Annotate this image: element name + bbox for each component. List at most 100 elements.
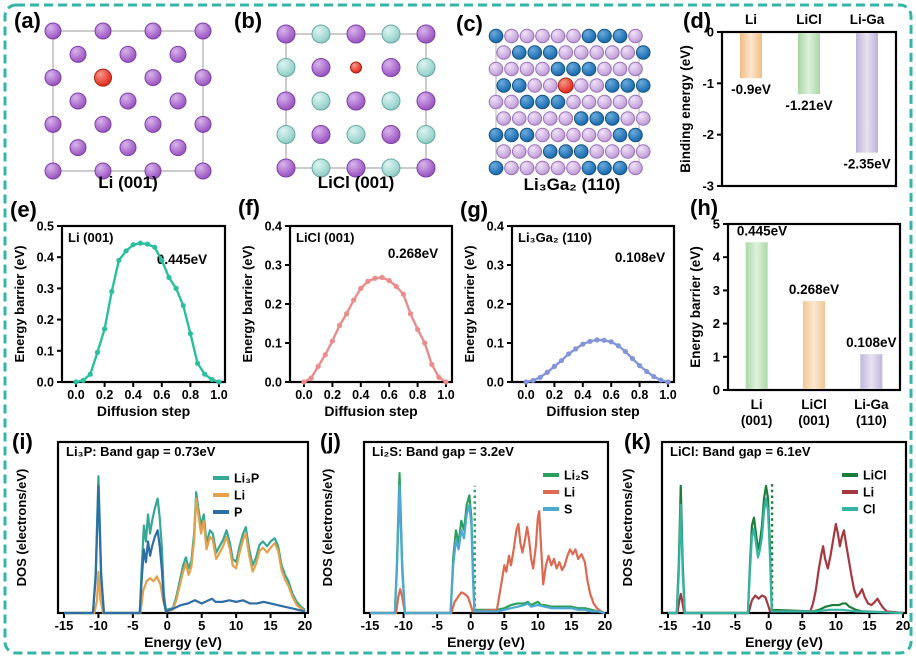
blue-atom xyxy=(612,160,628,176)
purple-atom xyxy=(346,91,366,111)
svg-text:0.0: 0.0 xyxy=(487,376,504,390)
purple-atom xyxy=(94,162,112,180)
svg-text:5: 5 xyxy=(713,217,720,232)
svg-text:0.2: 0.2 xyxy=(265,298,282,312)
svg-text:LiCl: LiCl xyxy=(801,397,827,412)
svg-text:Li₃P: Li₃P xyxy=(234,472,259,486)
lav-atom xyxy=(597,127,612,143)
svg-text:0.3: 0.3 xyxy=(265,259,282,273)
purple-atom xyxy=(381,58,401,77)
purple-atom xyxy=(44,69,62,87)
cyan-atom xyxy=(311,158,331,178)
blue-atom xyxy=(535,94,550,110)
blue-atom xyxy=(511,78,527,93)
lav-atom xyxy=(628,61,643,77)
svg-text:0.0: 0.0 xyxy=(517,388,534,402)
svg-text:0.108eV: 0.108eV xyxy=(846,335,896,350)
lav-atom xyxy=(504,61,519,77)
svg-text:Li-Ga: Li-Ga xyxy=(854,397,889,412)
svg-text:-2.35eV: -2.35eV xyxy=(843,157,890,172)
purple-atom xyxy=(144,22,162,40)
svg-text:0.1: 0.1 xyxy=(265,337,282,351)
svg-text:-15: -15 xyxy=(55,618,74,633)
svg-text:-1.21eV: -1.21eV xyxy=(785,98,832,113)
lav-atom xyxy=(581,94,597,110)
dos-curve-li xyxy=(370,510,606,615)
dos-chart-licl: -15 -10 -5 0 5 10 15 20 DOS (electrons/eV) Energy… xyxy=(620,440,910,650)
bar-li xyxy=(745,242,768,389)
svg-text:-10: -10 xyxy=(394,618,413,633)
purple-atom xyxy=(119,139,137,157)
lav-atom xyxy=(558,111,574,126)
lav-atom xyxy=(527,144,543,159)
red-atom xyxy=(350,61,362,74)
svg-text:0.3: 0.3 xyxy=(487,259,504,273)
svg-text:0.2: 0.2 xyxy=(324,388,341,402)
svg-text:0: 0 xyxy=(467,618,474,633)
purple-atom xyxy=(276,158,296,178)
blue-atom xyxy=(581,160,597,176)
lav-atom xyxy=(535,127,550,143)
lav-atom xyxy=(612,94,628,110)
svg-text:0: 0 xyxy=(713,383,720,398)
blue-atom xyxy=(542,144,558,159)
lav-atom xyxy=(504,28,519,44)
panel-label-b: (b) xyxy=(234,8,263,33)
dos-curve-li xyxy=(668,522,904,615)
svg-text:5: 5 xyxy=(501,618,508,633)
purple-atom xyxy=(194,162,212,180)
purple-atom xyxy=(119,45,137,63)
svg-text:0.4: 0.4 xyxy=(125,388,142,402)
red-atom xyxy=(557,77,574,94)
svg-text:0.108eV: 0.108eV xyxy=(615,250,665,265)
svg-text:Li₃P: Band gap = 0.73eV: Li₃P: Band gap = 0.73eV xyxy=(66,444,216,459)
blue-atom xyxy=(612,28,628,44)
svg-text:-2: -2 xyxy=(702,127,714,142)
blue-atom xyxy=(597,28,612,44)
caption-li3ga2-110: Li₃Ga₂ (110) xyxy=(523,175,621,194)
blue-atom xyxy=(558,144,574,159)
blue-atom xyxy=(597,160,612,176)
svg-text:10: 10 xyxy=(829,618,843,633)
svg-text:Energy barrier (eV): Energy barrier (eV) xyxy=(240,245,255,362)
purple-atom xyxy=(69,45,87,63)
purple-atom xyxy=(381,125,401,144)
lav-atom xyxy=(566,28,581,44)
purple-atom xyxy=(44,22,62,40)
purple-atom xyxy=(416,91,436,111)
blue-atom xyxy=(488,160,504,176)
lav-atom xyxy=(496,111,512,126)
dos-curve-s xyxy=(370,484,606,615)
lav-atom xyxy=(628,94,643,110)
blue-atom xyxy=(581,61,597,77)
panel-label-h: (h) xyxy=(690,195,719,220)
lav-atom xyxy=(527,111,543,126)
svg-text:4: 4 xyxy=(713,250,721,265)
purple-atom xyxy=(69,139,87,157)
lav-atom xyxy=(628,28,643,44)
lav-atom xyxy=(558,45,574,60)
lav-atom xyxy=(535,28,550,44)
crystal-structure-li-001 xyxy=(44,22,212,180)
lav-atom xyxy=(635,111,651,126)
purple-atom xyxy=(169,45,187,63)
blue-atom xyxy=(573,111,589,126)
lav-atom xyxy=(620,144,636,159)
svg-text:-10: -10 xyxy=(89,618,108,633)
dos-chart-li3p: -15 -10 -5 0 5 10 15 20 DOS (electrons/eV) Energy… xyxy=(14,440,312,650)
svg-text:Energy barrier (eV): Energy barrier (eV) xyxy=(688,246,703,368)
lav-atom xyxy=(612,61,628,77)
blue-atom xyxy=(488,127,504,143)
diffusion-curve xyxy=(303,276,447,384)
svg-text:DOS (electrons/eV): DOS (electrons/eV) xyxy=(14,469,29,587)
svg-text:DOS (electrons/eV): DOS (electrons/eV) xyxy=(320,469,335,587)
svg-text:Li₂S: Li₂S xyxy=(564,469,589,483)
svg-text:0.8: 0.8 xyxy=(182,388,199,402)
crystal-structure-licl-001 xyxy=(276,24,436,178)
purple-atom xyxy=(346,24,366,44)
lav-atom xyxy=(496,45,512,60)
svg-text:0.6: 0.6 xyxy=(153,388,170,402)
panel-label-c: (c) xyxy=(456,11,483,36)
